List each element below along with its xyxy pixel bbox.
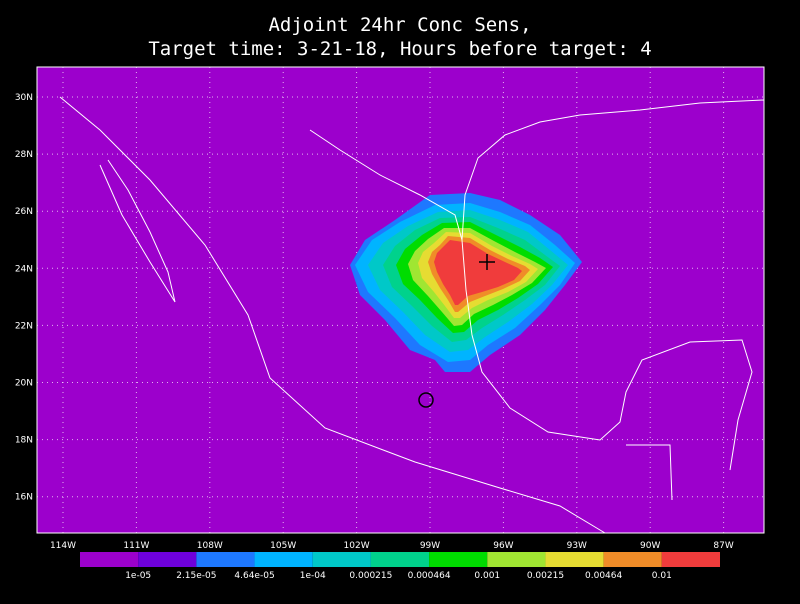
colorbar-box — [370, 552, 430, 567]
colorbar-label: 0.000215 — [349, 571, 392, 581]
lon-label: 105W — [270, 541, 296, 551]
lat-label: 30N — [15, 93, 33, 103]
contour — [434, 240, 522, 305]
lat-label: 26N — [15, 207, 33, 217]
colorbar-label: 0.00464 — [585, 571, 622, 581]
colorbar: 1e-05 2.15e-05 4.64e-05 1e-04 0.000215 0.0004… — [80, 552, 720, 581]
coastlines — [59, 96, 765, 534]
colorbar-label: 1e-05 — [125, 571, 151, 581]
coastline — [461, 99, 765, 471]
source-circle — [418, 392, 434, 408]
border — [309, 129, 463, 241]
markers — [418, 254, 495, 408]
coastline — [59, 96, 606, 534]
axis-labels: 114W 111W 108W 105W 102W 99W 96W 93W 90W 87W 30N 28… — [15, 93, 734, 551]
title-line: Target time: 3-21-18, Hours before targe… — [148, 38, 651, 60]
colorbar-label: 4.64e-05 — [234, 571, 274, 581]
concentration-field — [350, 193, 582, 372]
lon-label: 93W — [567, 541, 587, 551]
lat-label: 20N — [15, 379, 33, 389]
lat-label: 18N — [15, 436, 33, 446]
colorbar-box — [603, 552, 662, 567]
colorbar-box — [661, 552, 720, 567]
border — [626, 444, 673, 501]
lon-label: 87W — [713, 541, 733, 551]
colorbar-box — [312, 552, 371, 567]
colorbar-box — [80, 552, 139, 567]
map-frame — [36, 66, 765, 534]
coastline — [99, 159, 176, 303]
colorbar-box — [138, 552, 197, 567]
grid — [37, 67, 764, 533]
lat-label: 24N — [15, 264, 33, 274]
colorbar-label: 0.001 — [474, 571, 500, 581]
lon-label: 102W — [344, 541, 370, 551]
lon-label: 90W — [640, 541, 660, 551]
lon-label: 99W — [420, 541, 440, 551]
colorbar-label: 0.01 — [652, 571, 672, 581]
lat-label: 28N — [15, 150, 33, 160]
lon-label: 108W — [197, 541, 223, 551]
lat-label: 16N — [15, 493, 33, 503]
colorbar-box — [196, 552, 255, 567]
colorbar-box — [429, 552, 488, 567]
colorbar-box — [487, 552, 546, 567]
colorbar-label: 0.00215 — [527, 571, 564, 581]
colorbar-box — [254, 552, 313, 567]
lon-label: 111W — [123, 541, 149, 551]
colorbar-label: 0.000464 — [408, 571, 451, 581]
title-line: Adjoint 24hr Conc Sens, — [268, 14, 531, 36]
lon-label: 114W — [50, 541, 76, 551]
colorbar-label: 1e-04 — [300, 571, 326, 581]
lat-label: 22N — [15, 321, 33, 331]
colorbar-box — [545, 552, 604, 567]
colorbar-label: 2.15e-05 — [176, 571, 216, 581]
lon-label: 96W — [493, 541, 513, 551]
